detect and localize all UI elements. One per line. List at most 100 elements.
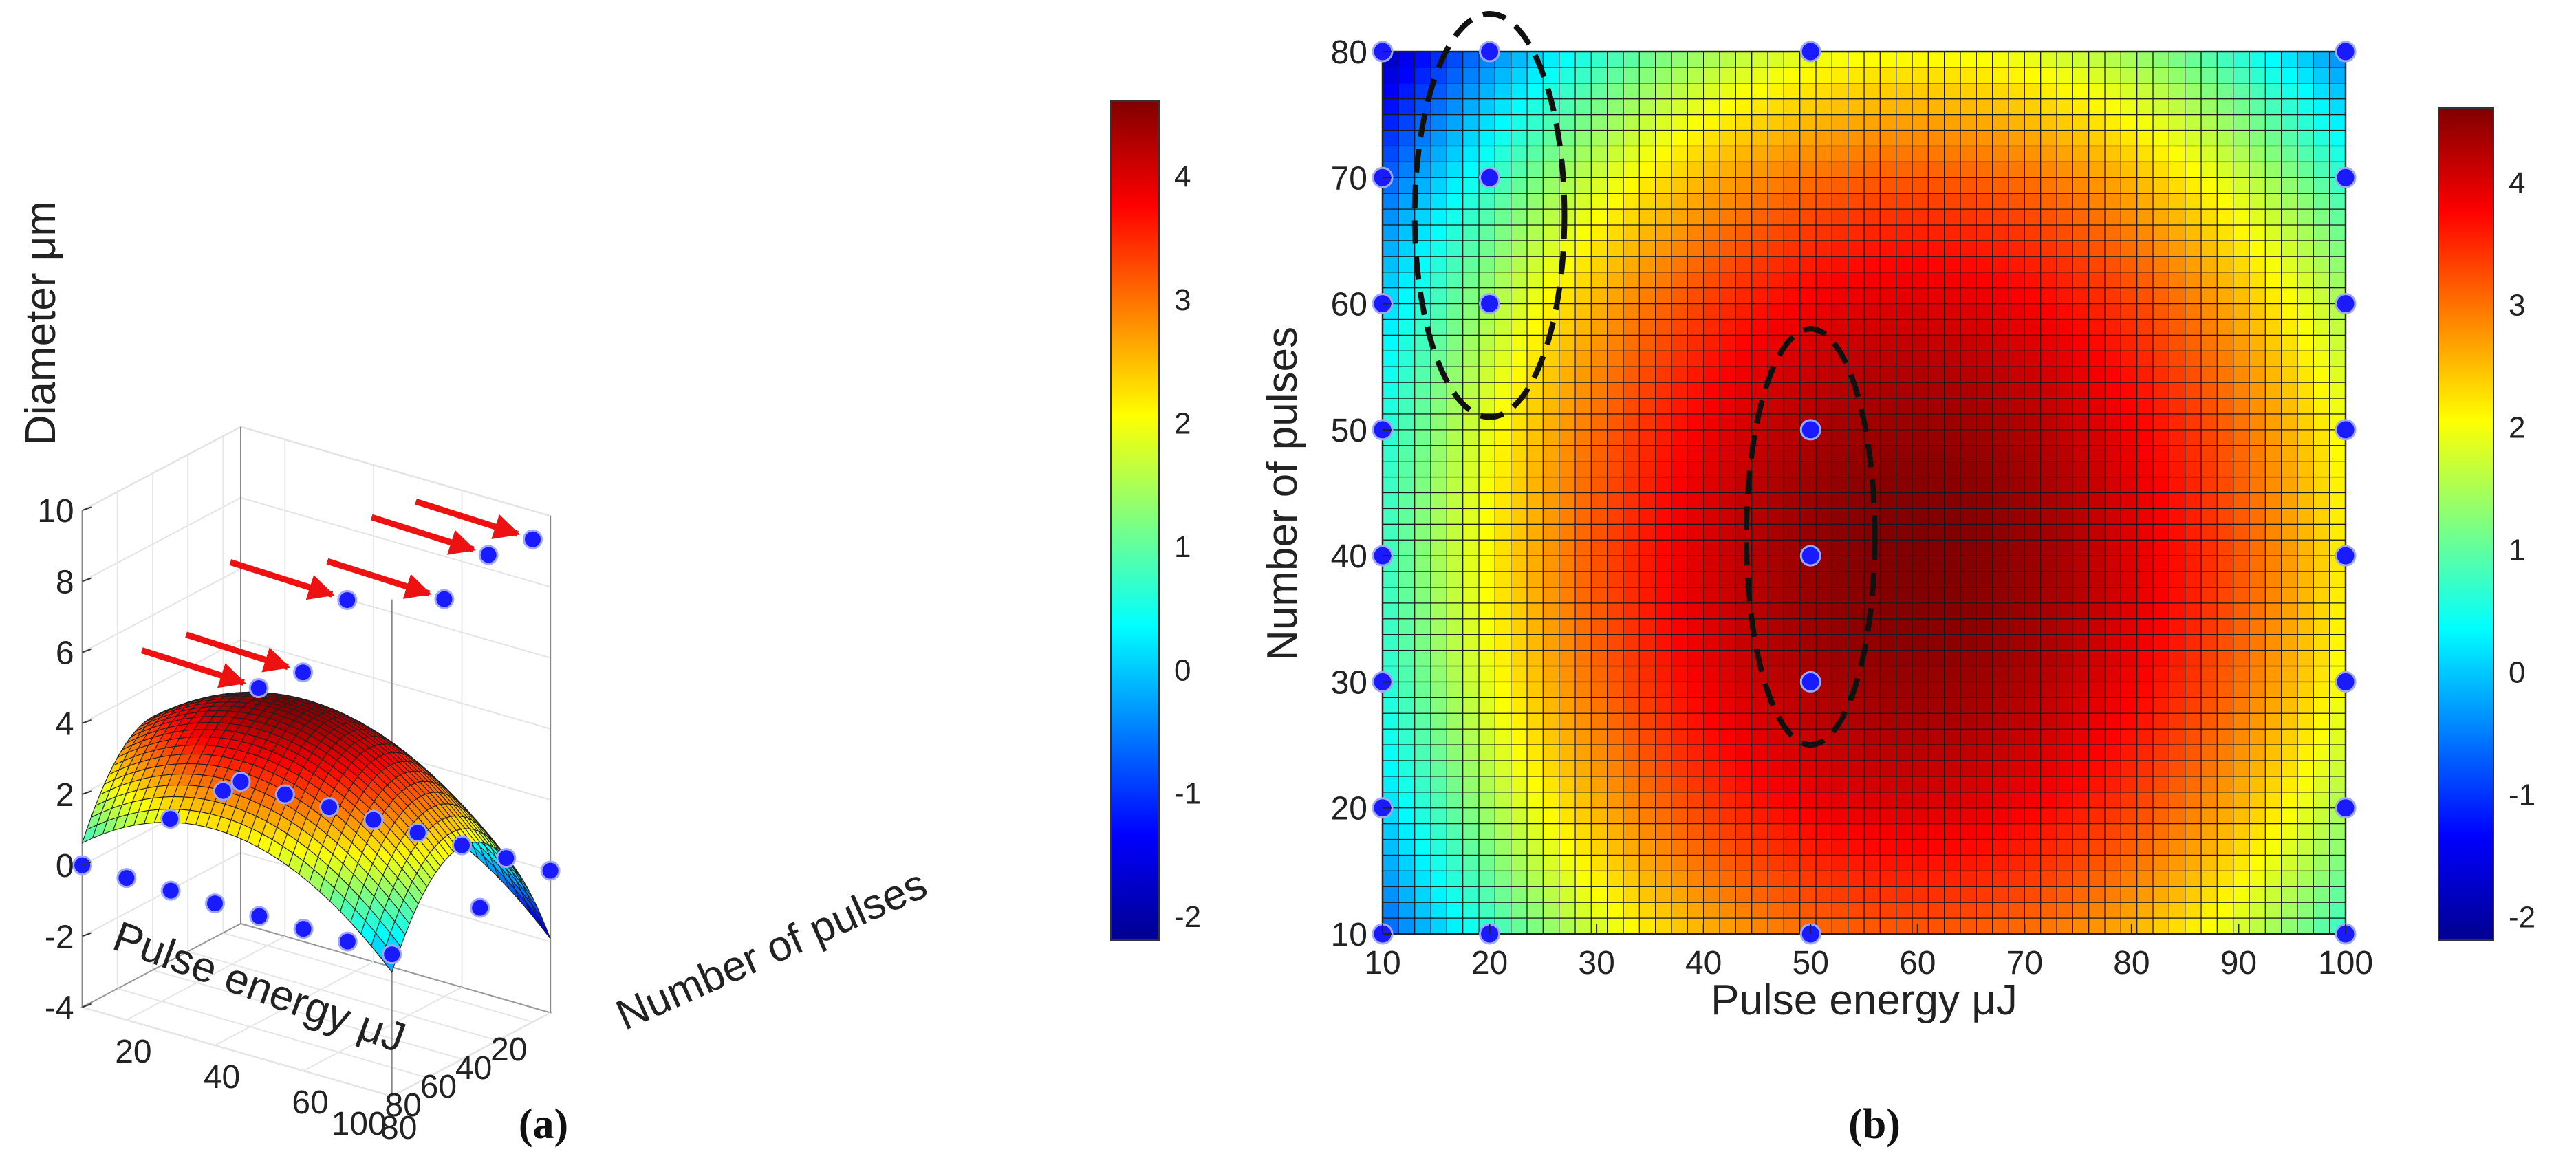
heatmap-cell [1623, 445, 1641, 462]
heatmap-cell [1590, 728, 1608, 746]
heatmap-cell [1430, 445, 1448, 462]
heatmap-cell [1687, 98, 1704, 116]
heatmap-cell [2200, 287, 2218, 305]
heatmap-cell [1927, 807, 1945, 825]
heatmap-cell [2249, 697, 2266, 715]
heatmap-cell [2104, 129, 2122, 147]
heatmap-cell [2185, 429, 2202, 446]
heatmap-cell [2008, 256, 2026, 273]
heatmap-cell [1623, 129, 1641, 147]
heatmap-cell [1478, 83, 1496, 100]
heatmap-cell [2152, 602, 2170, 620]
heatmap-cell [2297, 445, 2315, 462]
heatmap-cell [1414, 366, 1431, 384]
heatmap-cell [2024, 429, 2042, 446]
heatmap-cell [1542, 697, 1560, 715]
heatmap-cell [2136, 886, 2154, 904]
heatmap-cell [1414, 902, 1431, 919]
heatmap-cell [1478, 445, 1496, 462]
heatmap-cell [1879, 492, 1897, 510]
heatmap-cell [1542, 917, 1560, 935]
heatmap-cell [1960, 461, 1978, 478]
heatmap-cell [1703, 461, 1720, 478]
heatmap-cell [1767, 854, 1785, 872]
heatmap-cell [2329, 350, 2346, 368]
heatmap-cell [1831, 539, 1849, 557]
heatmap-cell [2136, 287, 2154, 305]
heatmap-cell [2088, 287, 2106, 305]
heatmap-cell [1992, 129, 2009, 147]
heatmap-cell [1815, 445, 1833, 462]
heatmap-cell [1687, 476, 1704, 494]
heatmap-cell [1430, 413, 1448, 431]
heatmap-cell [1526, 508, 1544, 525]
heatmap-cell [1638, 508, 1656, 525]
heatmap-cell [2249, 398, 2266, 415]
heatmap-cell [2233, 792, 2250, 809]
heatmap-cell [2056, 571, 2074, 588]
heatmap-cell [1976, 145, 1993, 163]
heatmap-cell [1944, 917, 1961, 935]
heatmap-cell [1414, 602, 1431, 620]
heatmap-cell [1446, 461, 1464, 478]
heatmap-cell [1623, 145, 1641, 163]
heatmap-cell [2249, 287, 2266, 305]
heatmap-cell [1671, 792, 1689, 809]
heatmap-cell [2200, 177, 2218, 195]
heatmap-cell [2136, 618, 2154, 635]
heatmap-cell [1478, 208, 1496, 226]
heatmap-cell [2040, 224, 2057, 241]
heatmap-cell [2104, 272, 2122, 289]
heatmap-cell [1574, 744, 1592, 761]
heatmap-cell [1992, 649, 2009, 667]
heatmap-cell [1542, 492, 1560, 510]
heatmap-cell [1655, 792, 1672, 809]
heatmap-cell [1623, 665, 1641, 683]
heatmap-cell [2297, 744, 2315, 761]
heatmap-cell [2120, 792, 2138, 809]
heatmap-cell [2024, 665, 2042, 683]
heatmap-cell [2297, 792, 2315, 809]
heatmap-cell [2249, 492, 2266, 510]
heatmap-cell [1831, 461, 1849, 478]
heatmap-cell [2088, 665, 2106, 683]
heatmap-cell [1414, 697, 1431, 715]
heatmap-cell [1462, 854, 1480, 872]
heatmap-cell [1912, 776, 1929, 793]
y-axis-label: Number of pulses [609, 860, 934, 1040]
heatmap-cell [1494, 665, 1512, 683]
heatmap-cell [1927, 129, 1945, 147]
heatmap-cell [2040, 382, 2057, 399]
z-tick-mark [82, 790, 92, 795]
heatmap-cell [1638, 492, 1656, 510]
heatmap-cell [1511, 445, 1528, 462]
heatmap-cell [2249, 256, 2266, 273]
heatmap-cell [2088, 382, 2106, 399]
heatmap-cell [1687, 712, 1704, 730]
heatmap-cell [2249, 587, 2266, 604]
heatmap-cell [1815, 67, 1833, 84]
heatmap-cell [1623, 649, 1641, 667]
heatmap-cell [1960, 193, 1978, 210]
heatmap-cell [1848, 67, 1865, 84]
heatmap-cell [1446, 712, 1464, 730]
heatmap-cell [2152, 838, 2170, 856]
heatmap-cell [1944, 382, 1961, 399]
heatmap-cell [2088, 508, 2106, 525]
heatmap-cell [2249, 303, 2266, 320]
heatmap-cell [1590, 224, 1608, 241]
heatmap-cell [2185, 492, 2202, 510]
heatmap-cell [1976, 838, 1993, 856]
heatmap-cell [2297, 539, 2315, 557]
heatmap-cell [1638, 350, 1656, 368]
heatmap-cell [2216, 728, 2234, 746]
heatmap-cell [2040, 728, 2057, 746]
heatmap-cell [1767, 539, 1785, 557]
heatmap-cell [1735, 382, 1753, 399]
heatmap-cell [1767, 508, 1785, 525]
heatmap-cell [1960, 350, 1978, 368]
heatmap-cell [1638, 823, 1656, 840]
heatmap-cell [1863, 886, 1881, 904]
heatmap-cell [2185, 902, 2202, 919]
